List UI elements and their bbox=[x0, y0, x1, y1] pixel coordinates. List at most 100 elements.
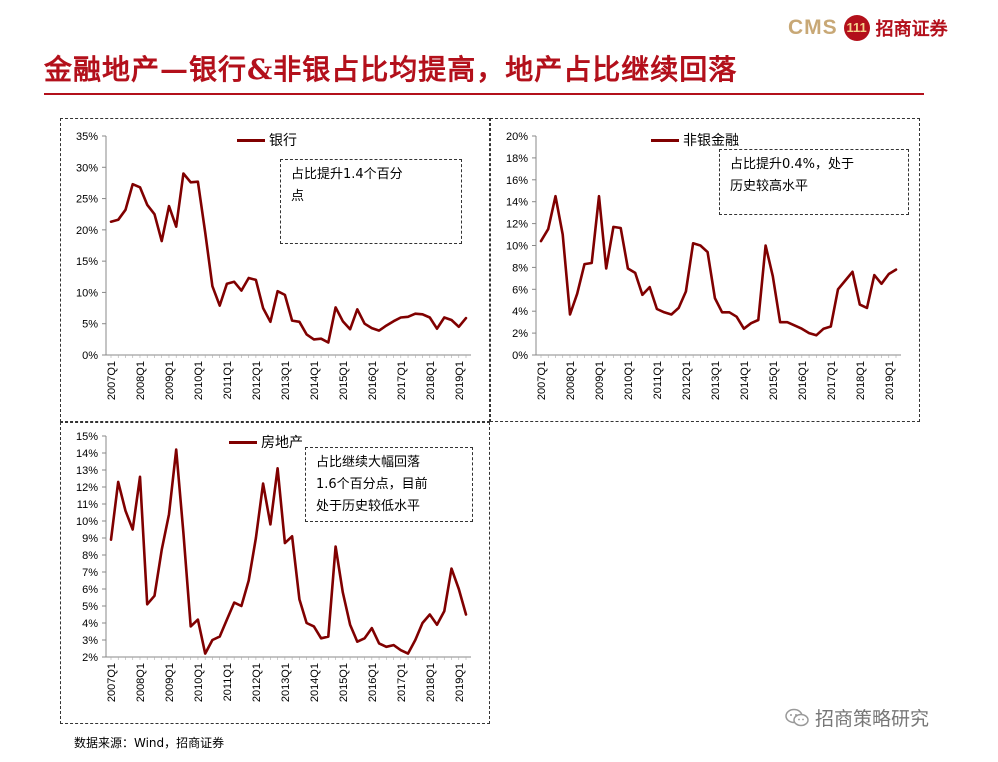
annotation-line: 占比提升0.4%，处于 bbox=[730, 157, 855, 172]
x-tick-label: 2008Q1 bbox=[565, 361, 577, 400]
x-tick-label: 2014Q1 bbox=[309, 663, 321, 702]
logo-mark-icon: 111 bbox=[843, 15, 870, 41]
annotation-line: 历史较高水平 bbox=[730, 179, 809, 194]
y-tick-label: 15% bbox=[76, 256, 98, 268]
y-tick-label: 14% bbox=[76, 448, 98, 460]
x-tick-label: 2010Q1 bbox=[193, 663, 205, 702]
x-tick-label: 2009Q1 bbox=[594, 361, 606, 400]
x-tick-label: 2012Q1 bbox=[251, 361, 263, 400]
x-tick-label: 2010Q1 bbox=[193, 361, 205, 400]
y-tick-label: 15% bbox=[76, 431, 98, 443]
watermark: 招商策略研究 bbox=[785, 704, 929, 731]
y-tick-label: 8% bbox=[82, 550, 98, 562]
x-tick-label: 2009Q1 bbox=[164, 361, 176, 400]
bank-chart: 0% 5% 10% 15% 20% 25% 30% 35% 2007Q1 2008Q1 2009Q1… bbox=[76, 131, 471, 400]
watermark-text: 招商策略研究 bbox=[815, 708, 930, 730]
logo-text-cn: 招商证券 bbox=[875, 19, 948, 40]
x-tick-label: 2019Q1 bbox=[884, 361, 896, 400]
x-tick-label: 2016Q1 bbox=[367, 663, 379, 702]
y-tick-label: 25% bbox=[76, 194, 98, 206]
y-tick-label: 4% bbox=[512, 306, 528, 318]
y-tick-label: 20% bbox=[506, 131, 528, 143]
annotation-line: 点 bbox=[291, 189, 305, 204]
y-tick-label: 7% bbox=[82, 567, 98, 579]
x-tick-label: 2015Q1 bbox=[338, 361, 350, 400]
x-tick-label: 2019Q1 bbox=[454, 663, 466, 702]
x-tick-label: 2018Q1 bbox=[425, 663, 437, 702]
annotation-line: 占比提升1.4个百分 bbox=[291, 167, 403, 182]
x-tick-label: 2018Q1 bbox=[425, 361, 437, 400]
annotation-realestate: 占比继续大幅回落 1.6个百分点，目前 处于历史较低水平 bbox=[305, 447, 473, 522]
chart-panel-nonbank: 0% 2% 4% 6% 8% 10% 12% 14% 16% 18% 20% 2007Q1 2008Q1… bbox=[490, 118, 920, 422]
y-tick-label: 18% bbox=[506, 153, 528, 165]
x-tick-label: 2014Q1 bbox=[309, 361, 321, 400]
x-tick-label: 2019Q1 bbox=[454, 361, 466, 400]
annotation-line: 1.6个百分点，目前 bbox=[316, 477, 428, 492]
annotation-line: 处于历史较低水平 bbox=[316, 499, 421, 514]
chart-panel-bank: 0% 5% 10% 15% 20% 25% 30% 35% 2007Q1 2008Q1 2009Q1… bbox=[60, 118, 490, 422]
x-tick-label: 2013Q1 bbox=[710, 361, 722, 400]
y-tick-label: 16% bbox=[506, 175, 528, 187]
x-tick-label: 2010Q1 bbox=[623, 361, 635, 400]
title-divider bbox=[44, 93, 924, 95]
x-tick-label: 2011Q1 bbox=[222, 361, 234, 399]
x-tick-label: 2016Q1 bbox=[797, 361, 809, 400]
legend-label: 银行 bbox=[269, 133, 297, 149]
chart-panel-realestate: 2% 3% 4% 5% 6% 7% 8% 9% 10% 11% 12% 13% 14% 15% 2007Q1… bbox=[60, 422, 490, 724]
y-tick-label: 8% bbox=[512, 262, 528, 274]
x-tick-label: 2012Q1 bbox=[251, 663, 263, 702]
y-tick-label: 10% bbox=[76, 516, 98, 528]
legend-bank: 银行 bbox=[237, 130, 297, 150]
y-tick-label: 20% bbox=[76, 225, 98, 237]
legend-swatch bbox=[229, 440, 257, 444]
data-source-note: 数据来源：Wind，招商证券 bbox=[74, 736, 225, 750]
x-tick-label: 2007Q1 bbox=[106, 663, 118, 702]
y-tick-label: 12% bbox=[506, 219, 528, 231]
x-tick-label: 2007Q1 bbox=[536, 361, 548, 400]
realestate-chart: 2% 3% 4% 5% 6% 7% 8% 9% 10% 11% 12% 13% 14% 15% 2007Q1… bbox=[76, 431, 471, 702]
y-tick-label: 30% bbox=[76, 162, 98, 174]
legend-label: 非银金融 bbox=[683, 133, 739, 149]
x-tick-label: 2018Q1 bbox=[855, 361, 867, 400]
x-tick-label: 2017Q1 bbox=[826, 361, 838, 400]
annotation-line: 占比继续大幅回落 bbox=[316, 455, 421, 470]
x-tick-label: 2009Q1 bbox=[164, 663, 176, 702]
legend-nonbank: 非银金融 bbox=[651, 130, 739, 150]
x-tick-label: 2013Q1 bbox=[280, 663, 292, 702]
y-tick-label: 13% bbox=[76, 465, 98, 477]
y-tick-label: 10% bbox=[76, 287, 98, 299]
y-tick-label: 12% bbox=[76, 482, 98, 494]
wechat-icon bbox=[785, 708, 809, 726]
y-tick-label: 5% bbox=[82, 319, 98, 331]
brand-logo: CMS 111 招商证券 bbox=[788, 13, 948, 43]
x-tick-label: 2015Q1 bbox=[338, 663, 350, 702]
y-tick-label: 11% bbox=[77, 499, 98, 511]
y-tick-label: 0% bbox=[512, 350, 528, 362]
y-tick-label: 5% bbox=[82, 601, 98, 613]
x-tick-label: 2008Q1 bbox=[135, 361, 147, 400]
logo-text-en: CMS bbox=[788, 16, 838, 39]
y-tick-label: 4% bbox=[82, 618, 98, 630]
x-tick-label: 2017Q1 bbox=[396, 663, 408, 702]
y-tick-label: 2% bbox=[82, 652, 98, 664]
legend-realestate: 房地产 bbox=[229, 432, 303, 452]
series-line bbox=[539, 194, 898, 337]
legend-label: 房地产 bbox=[261, 435, 303, 451]
x-tick-label: 2008Q1 bbox=[135, 663, 147, 702]
legend-swatch bbox=[651, 138, 679, 142]
page-title: 金融地产—银行&非银占比均提高，地产占比继续回落 bbox=[44, 53, 738, 86]
x-tick-label: 2013Q1 bbox=[280, 361, 292, 400]
nonbank-chart: 0% 2% 4% 6% 8% 10% 12% 14% 16% 18% 20% 2007Q1 2008Q1… bbox=[506, 131, 901, 400]
y-tick-label: 10% bbox=[506, 241, 528, 253]
y-tick-label: 35% bbox=[76, 131, 98, 143]
x-tick-label: 2007Q1 bbox=[106, 361, 118, 400]
x-tick-label: 2014Q1 bbox=[739, 361, 751, 400]
y-tick-label: 0% bbox=[82, 350, 98, 362]
legend-swatch bbox=[237, 138, 265, 142]
y-tick-label: 6% bbox=[82, 584, 98, 596]
series-line bbox=[109, 448, 468, 655]
annotation-nonbank: 占比提升0.4%，处于 历史较高水平 bbox=[719, 149, 909, 215]
y-tick-label: 6% bbox=[512, 284, 528, 296]
x-tick-label: 2015Q1 bbox=[768, 361, 780, 400]
annotation-bank: 占比提升1.4个百分 点 bbox=[280, 159, 462, 244]
